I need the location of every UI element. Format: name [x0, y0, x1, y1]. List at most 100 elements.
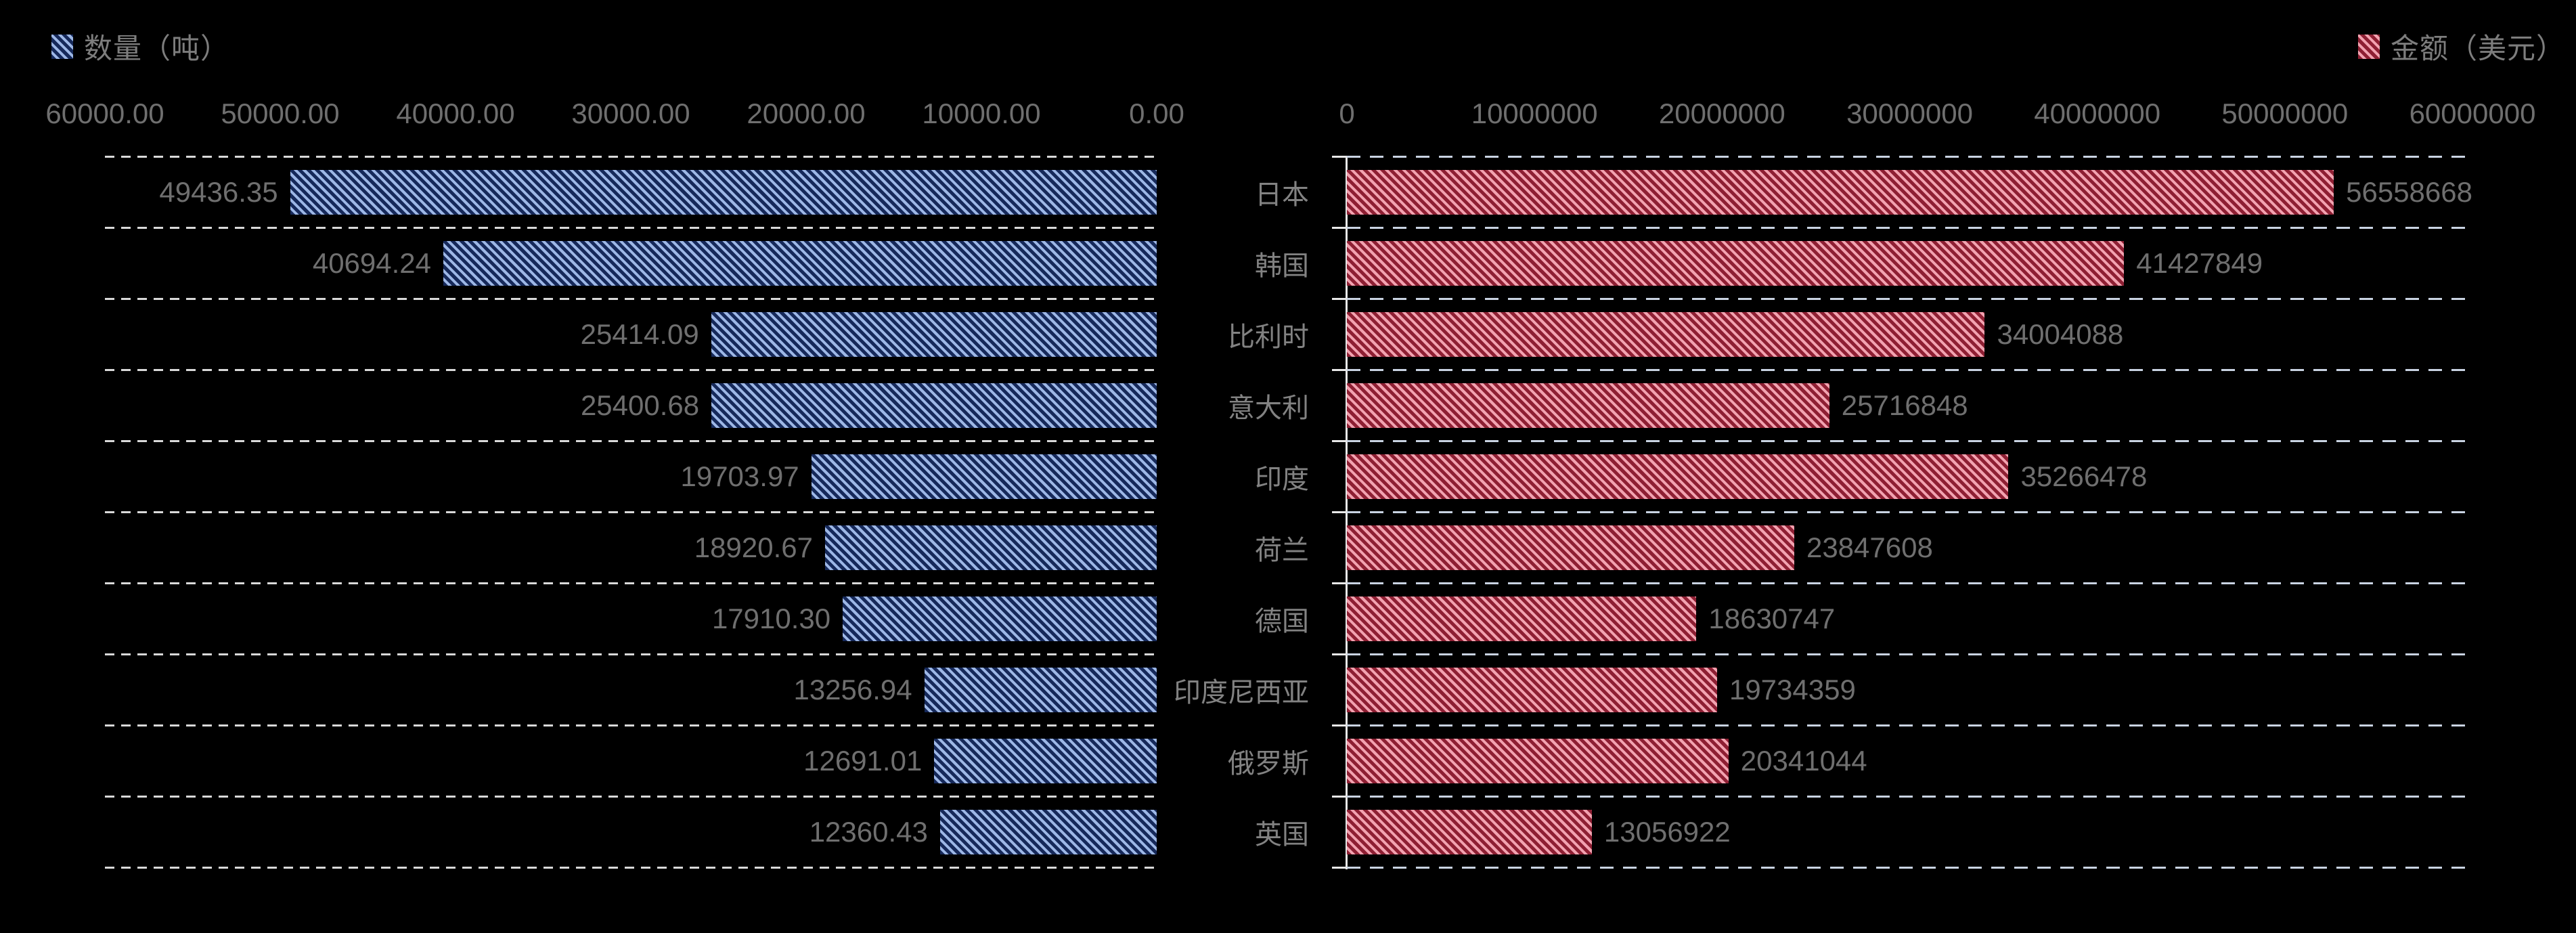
- row-gridline: [1347, 156, 2472, 158]
- amount-axis-tick-mark: [1332, 227, 1347, 229]
- quantity-value-label: 49436.35: [159, 175, 278, 208]
- quantity-row: 12691.01: [105, 725, 1157, 796]
- quantity-axis-tick-label: 20000.00: [747, 97, 866, 129]
- row-gridline: [1347, 511, 2472, 513]
- amount-row: 20341044: [1347, 725, 2472, 796]
- amount-axis-tick-mark: [1332, 724, 1347, 726]
- amount-axis-tick-mark: [1332, 156, 1347, 158]
- category-label: 比利时: [1228, 322, 1309, 352]
- amount-value-label: 56558668: [2346, 175, 2472, 208]
- amount-axis-tick-label: 0: [1339, 97, 1355, 129]
- quantity-plot-area: 49436.35 40694.24 25414.09 25400.68 19703.97…: [105, 156, 1157, 869]
- quantity-axis-tick-label: 0.00: [1129, 97, 1184, 129]
- amount-row: 23847608: [1347, 512, 2472, 583]
- row-gridline: [105, 440, 1157, 442]
- quantity-row: 49436.35: [105, 156, 1157, 227]
- amount-value-label: 20341044: [1740, 744, 1867, 777]
- category-label: 荷兰: [1255, 535, 1309, 565]
- category-label: 日本: [1255, 179, 1309, 210]
- amount-value-label: 23847608: [1806, 531, 1933, 563]
- quantity-bar: [443, 240, 1157, 286]
- amount-value-label: 35266478: [2020, 460, 2148, 492]
- row-gridline: [1347, 369, 2472, 371]
- category-label: 印度尼西亚: [1174, 677, 1309, 708]
- quantity-legend-swatch-icon: [51, 34, 73, 59]
- category-label: 英国: [1255, 819, 1309, 850]
- amount-axis-tick-mark: [1332, 653, 1347, 655]
- quantity-row: 18920.67: [105, 512, 1157, 583]
- row-gridline: [105, 653, 1157, 655]
- quantity-value-label: 13256.94: [793, 673, 912, 706]
- amount-axis-tick-label: 30000000: [1846, 97, 1973, 129]
- amount-bar: [1347, 454, 2009, 499]
- amount-axis-tick-mark: [1332, 582, 1347, 584]
- category-axis: 日本 韩国 比利时 意大利 印度 荷兰 德国 印度尼西亚 俄罗斯 英国: [1157, 156, 1328, 867]
- legend-quantity: 数量（吨）: [51, 26, 229, 67]
- amount-axis-tick-mark: [1332, 369, 1347, 371]
- amount-axis-tick-mark: [1332, 511, 1347, 513]
- row-gridline: [1347, 724, 2472, 726]
- row-gridline: [1347, 796, 2472, 798]
- row-gridline: [1347, 867, 2472, 869]
- amount-axis-tick-mark: [1332, 796, 1347, 798]
- row-gridline: [1347, 227, 2472, 229]
- amount-bar: [1347, 383, 1829, 428]
- row-gridline: [105, 582, 1157, 584]
- amount-axis-tick-mark: [1332, 440, 1347, 442]
- quantity-bar: [843, 596, 1157, 641]
- row-gridline: [1347, 582, 2472, 584]
- amount-bar: [1347, 738, 1729, 783]
- amount-bar: [1347, 240, 2125, 286]
- quantity-value-label: 40694.24: [312, 246, 432, 279]
- quantity-row: 17910.30: [105, 583, 1157, 654]
- amount-row: 19734359: [1347, 654, 2472, 725]
- amount-bar: [1347, 809, 1592, 854]
- quantity-bar: [711, 383, 1157, 428]
- quantity-value-label: 12691.01: [803, 744, 923, 777]
- category-label: 德国: [1255, 606, 1309, 636]
- amount-legend-label: 金额（美元）: [2390, 32, 2565, 64]
- amount-bar: [1347, 525, 1794, 570]
- amount-value-label: 25716848: [1841, 389, 1968, 421]
- row-gridline: [105, 796, 1157, 798]
- amount-axis-tick-mark: [1332, 867, 1347, 869]
- amount-row: 34004088: [1347, 299, 2472, 370]
- quantity-value-label: 25414.09: [580, 318, 699, 350]
- amount-axis-tick-label: 10000000: [1471, 97, 1598, 129]
- amount-axis-tick-label: 60000000: [2409, 97, 2536, 129]
- quantity-axis-tick-label: 10000.00: [922, 97, 1041, 129]
- quantity-row: 13256.94: [105, 654, 1157, 725]
- row-gridline: [1347, 653, 2472, 655]
- row-gridline: [105, 369, 1157, 371]
- quantity-value-label: 18920.67: [694, 531, 813, 563]
- row-gridline: [105, 298, 1157, 300]
- category-label: 印度: [1255, 464, 1309, 494]
- quantity-row: 25414.09: [105, 299, 1157, 370]
- category-label: 俄罗斯: [1228, 748, 1309, 779]
- amount-axis-tick-label: 20000000: [1658, 97, 1785, 129]
- amount-row: 18630747: [1347, 583, 2472, 654]
- amount-bar: [1347, 311, 1985, 357]
- amount-value-label: 41427849: [2136, 246, 2263, 279]
- amount-axis-tick-label: 50000000: [2221, 97, 2349, 129]
- amount-row: 35266478: [1347, 441, 2472, 512]
- amount-legend-swatch-icon: [2357, 34, 2380, 59]
- quantity-axis-tick-label: 40000.00: [396, 97, 515, 129]
- quantity-bar: [711, 311, 1157, 357]
- amount-row: 25716848: [1347, 370, 2472, 441]
- row-gridline: [105, 867, 1157, 869]
- amount-row: 56558668: [1347, 156, 2472, 227]
- row-gridline: [105, 227, 1157, 229]
- quantity-row: 40694.24: [105, 227, 1157, 299]
- amount-bar: [1347, 596, 1697, 641]
- quantity-bar: [824, 525, 1157, 570]
- amount-bar: [1347, 667, 1717, 712]
- row-gridline: [105, 156, 1157, 158]
- quantity-value-label: 12360.43: [809, 815, 928, 848]
- amount-value-label: 13056922: [1603, 815, 1731, 848]
- quantity-value-label: 19703.97: [680, 460, 799, 492]
- amount-row: 13056922: [1347, 796, 2472, 867]
- row-gridline: [105, 511, 1157, 513]
- quantity-row: 12360.43: [105, 796, 1157, 867]
- quantity-axis-tick-label: 30000.00: [571, 97, 690, 129]
